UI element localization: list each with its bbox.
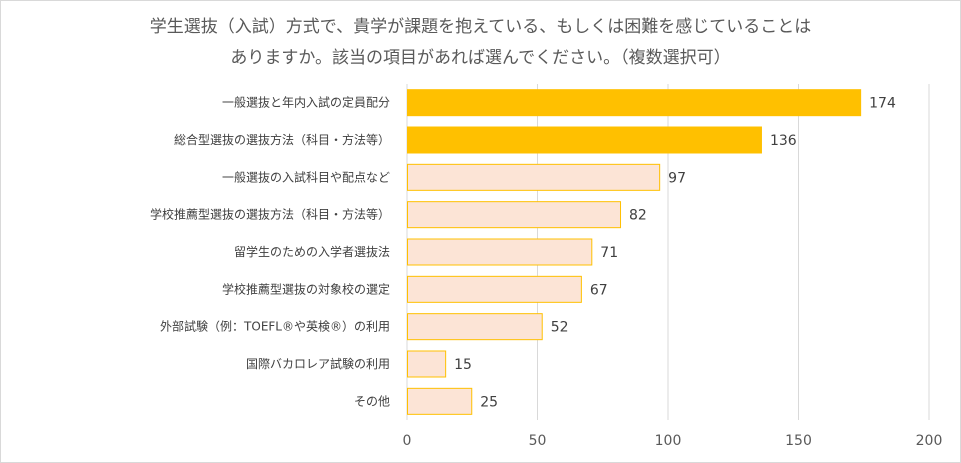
data-label: 15 — [454, 357, 472, 373]
category-label: その他 — [354, 394, 390, 408]
category-label: 総合型選抜の選抜方法（科目・方法等） — [174, 132, 390, 147]
data-label: 136 — [770, 133, 797, 149]
chart-title-line-1: 学生選抜（入試）方式で、貴学が課題を抱えている、もしくは困難を感じていることは — [149, 17, 812, 37]
bar — [407, 387, 473, 415]
data-label: 25 — [480, 394, 498, 410]
bar — [407, 89, 862, 117]
data-label: 82 — [629, 208, 647, 224]
x-tick-label: 150 — [785, 433, 812, 449]
data-label: 52 — [551, 320, 569, 336]
bar — [407, 163, 661, 191]
category-label: 学校推薦型選抜の対象校の選定 — [222, 281, 390, 296]
bar — [407, 126, 762, 154]
chart-title-line-2: ありますか。該当の項目があれば選んでください。（複数選択可） — [230, 48, 731, 68]
data-label: 71 — [600, 245, 618, 261]
x-tick-label: 50 — [529, 433, 547, 449]
bar — [407, 313, 543, 341]
bar — [407, 275, 582, 303]
x-tick-label: 100 — [655, 433, 682, 449]
bar — [407, 201, 622, 229]
category-label: 学校推薦型選抜の選抜方法（科目・方法等） — [150, 207, 390, 222]
bar — [407, 350, 447, 378]
category-label: 一般選抜と年内入試の定員配分 — [222, 95, 390, 110]
x-tick-label: 200 — [916, 433, 943, 449]
data-label: 97 — [668, 170, 686, 186]
category-label: 国際バカロレア試験の利用 — [246, 356, 390, 371]
category-label: 留学生のための入学者選抜法 — [234, 244, 390, 259]
data-label: 174 — [869, 96, 896, 112]
data-label: 67 — [590, 282, 608, 298]
category-label: 一般選抜の入試科目や配点など — [222, 169, 390, 184]
category-label: 外部試験（例：TOEFL®や英検®）の利用 — [160, 319, 390, 334]
x-tick-label: 0 — [403, 433, 412, 449]
bar — [407, 238, 593, 266]
